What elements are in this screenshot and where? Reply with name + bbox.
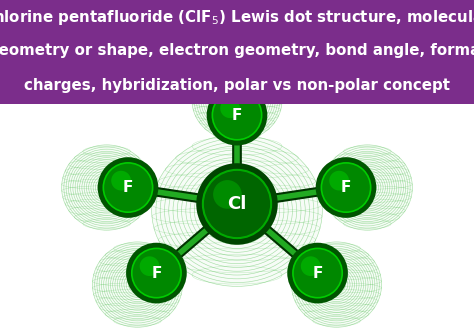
Ellipse shape — [152, 135, 322, 287]
Text: F: F — [151, 266, 162, 281]
Ellipse shape — [213, 180, 242, 209]
Text: geometry or shape, electron geometry, bond angle, formal: geometry or shape, electron geometry, bo… — [0, 43, 474, 58]
Ellipse shape — [196, 163, 278, 245]
Text: Chlorine pentafluoride (ClF$_5$) Lewis dot structure, molecular: Chlorine pentafluoride (ClF$_5$) Lewis d… — [0, 8, 474, 27]
Ellipse shape — [287, 243, 348, 303]
Text: F: F — [312, 266, 323, 281]
Ellipse shape — [207, 85, 267, 145]
Ellipse shape — [212, 90, 262, 140]
Ellipse shape — [322, 145, 412, 230]
Ellipse shape — [301, 256, 320, 276]
Text: Cl: Cl — [228, 195, 246, 213]
Ellipse shape — [92, 242, 182, 327]
Ellipse shape — [329, 171, 349, 190]
Ellipse shape — [103, 163, 153, 212]
FancyBboxPatch shape — [0, 0, 474, 104]
Ellipse shape — [292, 242, 382, 327]
Ellipse shape — [98, 157, 158, 218]
Ellipse shape — [321, 163, 371, 212]
Ellipse shape — [203, 170, 271, 238]
Ellipse shape — [192, 60, 282, 140]
Text: F: F — [341, 180, 351, 195]
Ellipse shape — [62, 145, 152, 230]
Ellipse shape — [316, 157, 376, 218]
Ellipse shape — [132, 248, 181, 298]
Ellipse shape — [220, 98, 240, 118]
Ellipse shape — [111, 171, 131, 190]
Text: charges, hybridization, polar vs non-polar concept: charges, hybridization, polar vs non-pol… — [24, 78, 450, 93]
Ellipse shape — [126, 243, 187, 303]
Text: F: F — [232, 108, 242, 123]
Text: F: F — [123, 180, 133, 195]
Ellipse shape — [293, 248, 342, 298]
Ellipse shape — [140, 256, 159, 276]
